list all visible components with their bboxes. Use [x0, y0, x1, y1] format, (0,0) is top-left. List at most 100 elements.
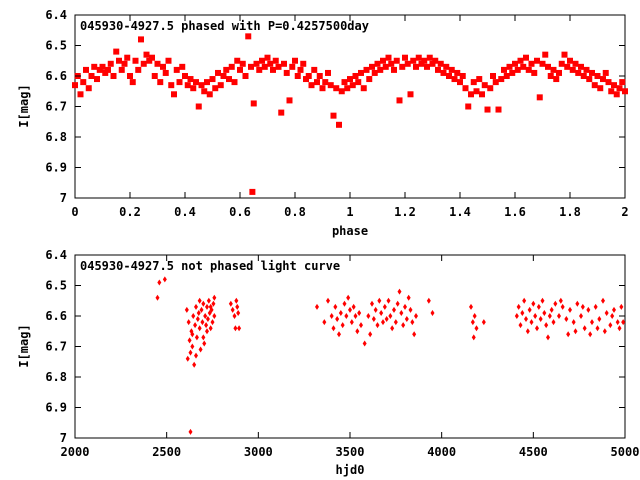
phased-data-point	[303, 76, 309, 83]
raw-data-point	[408, 306, 413, 313]
phased-data-point	[347, 76, 353, 83]
raw-data-point	[553, 300, 558, 307]
raw-data-point	[211, 300, 216, 307]
raw-y-axis-label: I[mag]	[17, 324, 31, 367]
phased-data-point	[138, 36, 144, 43]
raw-data-point	[212, 294, 217, 301]
phased-data-point	[382, 63, 389, 70]
phased-data-point	[501, 66, 507, 73]
phased-x-tick-label: 0.4	[174, 205, 196, 219]
raw-data-point	[414, 313, 418, 319]
phased-data-point	[209, 76, 216, 83]
phased-data-point	[72, 82, 78, 89]
phased-data-point	[495, 106, 502, 113]
raw-data-points	[155, 276, 626, 435]
phased-data-point	[514, 66, 521, 73]
raw-data-point	[234, 297, 239, 304]
phased-data-point	[545, 63, 551, 70]
phased-data-point	[99, 63, 106, 70]
raw-data-point	[426, 297, 431, 304]
phased-data-point	[121, 60, 128, 67]
phased-data-point	[465, 103, 472, 110]
phased-x-tick-label: 0.6	[229, 205, 251, 219]
phased-data-point	[220, 73, 227, 79]
raw-data-point	[194, 352, 198, 359]
phased-data-point	[256, 66, 263, 73]
phased-data-point	[289, 63, 296, 70]
phased-data-point	[278, 109, 285, 116]
phased-data-point	[226, 76, 232, 83]
raw-data-point	[342, 300, 347, 307]
phased-data-point	[88, 73, 95, 79]
phased-data-point	[322, 79, 329, 86]
raw-data-point	[205, 303, 209, 310]
raw-data-point	[520, 309, 525, 316]
phased-data-point	[528, 60, 535, 67]
phased-data-point	[613, 91, 620, 98]
phased-data-point	[520, 63, 527, 70]
phased-data-point	[281, 60, 287, 67]
phased-data-point	[410, 57, 417, 64]
phased-data-point	[539, 60, 546, 67]
raw-data-point	[384, 316, 389, 323]
raw-data-point	[536, 303, 541, 310]
phased-data-point	[363, 66, 370, 73]
raw-data-point	[237, 325, 242, 332]
phased-data-point	[173, 66, 180, 73]
phased-data-point	[558, 60, 565, 67]
raw-data-point	[210, 319, 215, 326]
phased-data-point	[242, 73, 249, 79]
phased-data-point	[484, 106, 491, 113]
raw-data-point	[471, 334, 476, 341]
phased-data-point	[283, 69, 290, 76]
phased-data-point	[204, 79, 210, 86]
phased-y-tick-label: 6.8	[45, 130, 67, 144]
phased-data-point	[454, 69, 461, 76]
phased-data-point	[116, 57, 122, 64]
phased-data-point	[140, 60, 147, 67]
raw-data-point	[617, 325, 622, 332]
phased-data-point	[223, 66, 230, 73]
raw-data-point	[472, 313, 477, 319]
phased-data-point	[165, 57, 172, 64]
phased-data-point	[179, 63, 186, 70]
phased-data-point	[536, 94, 543, 101]
raw-data-point	[186, 319, 191, 326]
raw-data-point	[430, 309, 435, 316]
raw-data-point	[362, 340, 367, 347]
phased-data-point	[187, 76, 194, 83]
phased-data-point	[437, 60, 444, 67]
phased-data-point	[135, 66, 142, 73]
phased-data-point	[569, 66, 576, 73]
phased-data-point	[374, 60, 381, 67]
phased-data-point	[300, 60, 307, 67]
phased-data-point	[534, 57, 540, 64]
raw-data-point	[368, 331, 373, 338]
phased-data-point	[358, 69, 364, 76]
phased-data-point	[275, 63, 282, 70]
raw-data-point	[597, 316, 602, 323]
raw-data-point	[386, 297, 391, 304]
phased-data-point	[525, 66, 532, 73]
phased-data-point	[261, 63, 268, 70]
raw-data-point	[573, 328, 578, 335]
phased-data-point	[85, 85, 92, 92]
phased-data-point	[542, 51, 549, 58]
raw-data-point	[351, 303, 356, 310]
phased-data-point	[589, 69, 595, 76]
phased-data-point	[83, 66, 89, 73]
raw-data-point	[188, 428, 193, 435]
phased-data-point	[360, 85, 367, 92]
phased-x-tick-label: 0	[71, 205, 78, 219]
phased-data-point	[272, 57, 279, 64]
phased-data-point	[341, 79, 348, 86]
raw-data-point	[535, 325, 539, 332]
phased-data-point	[531, 69, 538, 76]
raw-data-point	[557, 313, 561, 319]
phased-data-point	[151, 73, 158, 79]
raw-data-point	[228, 300, 233, 307]
raw-data-point	[533, 313, 538, 319]
raw-data-point	[514, 313, 519, 319]
phased-x-tick-label: 2	[621, 205, 628, 219]
raw-data-point	[199, 306, 204, 313]
